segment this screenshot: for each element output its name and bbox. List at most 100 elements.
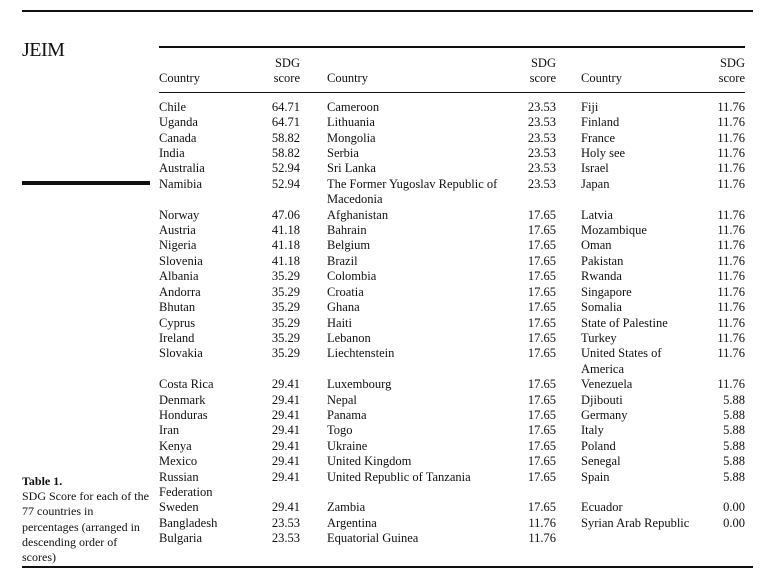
country-cell: Colombia (327, 269, 377, 284)
table-row: Costa Rica 29.41 Luxembourg 17.65 Venezuela 1… (159, 377, 745, 392)
score-cell: 11.76 (717, 207, 745, 222)
country-cell: Costa Rica (159, 377, 214, 392)
country-cell: Lithuania (327, 115, 375, 130)
country-cell: United States of America (581, 346, 662, 376)
table-row: Denmark 29.41 Nepal 17.65 Djibouti 5.88 (159, 393, 745, 408)
score-cell: 17.65 (527, 284, 556, 299)
score-cell: 64.71 (271, 115, 300, 130)
score-cell: 5.88 (723, 407, 745, 422)
country-cell: Bangladesh (159, 515, 218, 530)
country-cell: Bahrain (327, 223, 367, 238)
score-cell: 17.65 (527, 207, 556, 222)
score-cell: 58.82 (271, 146, 300, 161)
score-cell: 11.76 (717, 223, 745, 238)
country-cell: Oman (581, 238, 612, 253)
country-cell: Latvia (581, 207, 613, 222)
score-cell: 23.53 (527, 130, 556, 145)
country-cell: Pakistan (581, 253, 624, 268)
country-cell: Ukraine (327, 438, 368, 453)
header-row: Country SDG score Country SDG score Country S… (159, 47, 745, 93)
score-cell: 58.82 (271, 130, 300, 145)
country-cell: Ecuador (581, 500, 623, 515)
score-cell: 35.29 (271, 346, 300, 361)
country-cell: Honduras (159, 407, 208, 422)
country-cell: Italy (581, 423, 604, 438)
country-cell: Nepal (327, 392, 357, 407)
country-cell: Slovakia (159, 346, 203, 361)
country-cell: Venezuela (581, 377, 633, 392)
score-cell: 23.53 (527, 99, 556, 114)
journal-name: JEIM (22, 39, 65, 61)
score-cell: 35.29 (271, 269, 300, 284)
country-cell: Serbia (327, 146, 359, 161)
score-cell: 11.76 (717, 253, 745, 268)
score-cell: 17.65 (527, 469, 556, 484)
table-row: Uganda 64.71 Lithuania 23.53 Finland 11.76 (159, 115, 745, 130)
side-bar (22, 181, 150, 185)
table-row: Iran 29.41 Togo 17.65 Italy 5.88 (159, 423, 745, 438)
score-cell: 29.41 (271, 377, 300, 392)
top-rule (22, 10, 753, 12)
table-row: Bhutan 35.29 Ghana 17.65 Somalia 11.76 (159, 300, 745, 315)
score-cell: 5.88 (723, 469, 745, 484)
score-cell: 5.88 (723, 392, 745, 407)
country-cell: Equatorial Guinea (327, 531, 419, 546)
score-cell: 17.65 (527, 454, 556, 469)
country-cell: France (581, 130, 616, 145)
score-cell: 23.53 (271, 531, 300, 546)
table-row: Slovakia 35.29 Liechtenstein 17.65 United St… (159, 346, 745, 377)
country-cell: The Former Yugoslav Republic of Macedoni… (327, 176, 498, 207)
score-cell: 23.53 (527, 146, 556, 161)
score-cell: 29.41 (271, 423, 300, 438)
country-cell: Panama (327, 407, 367, 422)
table-row: Bangladesh 23.53 Argentina 11.76 Syrian Arab… (159, 516, 745, 531)
country-cell: Belgium (327, 238, 371, 253)
country-cell: Israel (581, 161, 609, 176)
table-row: India 58.82 Serbia 23.53 Holy see 11.76 (159, 146, 745, 161)
score-cell: 17.65 (527, 346, 556, 361)
country-cell: Austria (159, 223, 196, 238)
score-cell: 47.06 (271, 207, 300, 222)
country-cell: Bhutan (159, 300, 196, 315)
country-cell: Slovenia (159, 253, 203, 268)
score-cell: 11.76 (717, 330, 745, 345)
country-header: Country (300, 47, 520, 93)
country-cell: Cameroon (327, 99, 380, 114)
country-cell: Syrian Arab Republic (581, 515, 690, 530)
country-cell: Albania (159, 269, 199, 284)
country-cell: Finland (581, 115, 620, 130)
score-cell: 11.76 (717, 115, 745, 130)
country-cell: Poland (581, 438, 616, 453)
table-row: Canada 58.82 Mongolia 23.53 France 11.76 (159, 131, 745, 146)
score-cell: 11.76 (717, 346, 745, 361)
score-cell: 11.76 (717, 161, 745, 176)
score-cell: 11.76 (717, 99, 745, 114)
country-cell: Luxembourg (327, 377, 392, 392)
score-cell: 17.65 (527, 407, 556, 422)
score-cell: 17.65 (527, 253, 556, 268)
country-cell: Afghanistan (327, 207, 389, 222)
score-cell: 29.41 (271, 454, 300, 469)
country-cell: Cyprus (159, 315, 196, 330)
table-row: Nigeria 41.18 Belgium 17.65 Oman 11.76 (159, 238, 745, 253)
score-cell: 35.29 (271, 330, 300, 345)
score-cell: 17.65 (527, 330, 556, 345)
country-cell: Holy see (581, 146, 626, 161)
score-cell: 17.65 (527, 423, 556, 438)
country-header: Country (159, 47, 254, 93)
country-cell: India (159, 146, 185, 161)
score-cell: 11.76 (717, 146, 745, 161)
score-cell: 41.18 (271, 238, 300, 253)
table-row: Cyprus 35.29 Haiti 17.65 State of Palestine 1… (159, 316, 745, 331)
table-row: Australia 52.94 Sri Lanka 23.53 Israel 11.76 (159, 161, 745, 176)
score-cell: 17.65 (527, 377, 556, 392)
score-cell: 11.76 (717, 315, 745, 330)
country-cell: Denmark (159, 392, 206, 407)
score-cell: 0.00 (723, 515, 745, 530)
table-row: Kenya 29.41 Ukraine 17.65 Poland 5.88 (159, 439, 745, 454)
country-cell: Sweden (159, 500, 199, 515)
score-cell (691, 531, 745, 546)
country-cell: United Kingdom (327, 454, 412, 469)
score-cell: 17.65 (527, 269, 556, 284)
country-cell: Mongolia (327, 130, 376, 145)
